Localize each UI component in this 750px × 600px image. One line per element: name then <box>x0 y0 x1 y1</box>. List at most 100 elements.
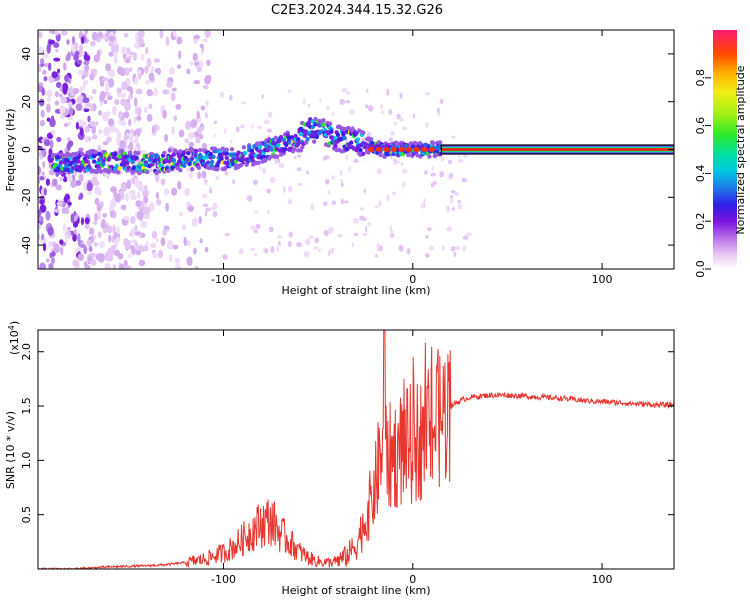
heatmap-cell <box>108 35 115 42</box>
heatmap-cell <box>276 245 280 253</box>
heatmap-cell <box>81 51 85 56</box>
heatmap-cell <box>458 154 461 159</box>
heatmap-cell <box>113 40 118 46</box>
heatmap-cell <box>193 61 200 66</box>
heatmap-cell <box>193 79 201 85</box>
heatmap-cell <box>124 242 131 250</box>
colorbar-tick-label: 0.6 <box>694 117 707 135</box>
heatmap-cell <box>430 182 434 189</box>
heatmap-cell <box>354 147 359 153</box>
heatmap-cell <box>97 31 103 38</box>
heatmap-cell <box>247 195 253 202</box>
x-tick-label: -100 <box>211 573 236 586</box>
heatmap-cell <box>38 232 41 241</box>
heatmap-cell <box>239 162 244 168</box>
heatmap-cell <box>154 172 160 183</box>
heatmap-cell <box>121 81 128 91</box>
snr-x-axis: -100 0 100 <box>211 330 613 586</box>
heatmap-cell <box>380 103 383 110</box>
heatmap-cell <box>424 170 428 175</box>
heatmap-cell <box>167 148 172 153</box>
heatmap-cell <box>266 128 272 133</box>
heatmap-cell <box>235 126 240 133</box>
heatmap-cell <box>91 31 98 41</box>
heatmap-cell <box>273 135 278 141</box>
heatmap-cell <box>157 67 161 76</box>
heatmap-cell <box>219 156 224 162</box>
heatmap-cell <box>376 168 383 175</box>
heatmap-cell <box>187 205 195 212</box>
heatmap-cell <box>353 158 359 163</box>
heatmap-cell <box>173 115 178 122</box>
heatmap-cell <box>40 57 45 65</box>
heatmap-cell <box>178 212 183 217</box>
heatmap-cell <box>115 169 121 175</box>
heatmap-cell <box>328 249 331 257</box>
heatmap-cell <box>51 257 55 264</box>
heatmap-cell <box>75 103 83 111</box>
heatmap-cell <box>95 121 99 126</box>
heatmap-cell <box>48 262 54 269</box>
heatmap-cell <box>97 144 102 154</box>
heatmap-cell <box>162 109 167 119</box>
heatmap-cell <box>430 172 437 177</box>
heatmap-cell <box>42 160 46 169</box>
heatmap-cell <box>215 175 220 180</box>
constant-line-core <box>441 148 674 151</box>
heatmap-cell <box>94 212 98 222</box>
heatmap-cell <box>41 87 45 96</box>
heatmap-cell <box>133 51 137 62</box>
heatmap-cell <box>327 121 333 126</box>
heatmap-cell <box>93 54 101 63</box>
heatmap-cell <box>124 102 131 111</box>
heatmap-cell <box>462 235 469 240</box>
heatmap-cell <box>269 147 274 152</box>
heatmap-cell <box>224 155 229 161</box>
heatmap-cell <box>143 206 151 215</box>
heatmap-cell <box>164 133 169 143</box>
heatmap-cell <box>198 216 202 225</box>
heatmap-cell <box>142 245 149 252</box>
heatmap-cell <box>157 249 164 259</box>
heatmap-cell <box>74 164 80 170</box>
heatmap-cell <box>117 154 122 159</box>
heatmap-cell <box>55 184 62 191</box>
heatmap-cell <box>67 77 72 84</box>
y-tick-label: 1.5 <box>20 397 33 415</box>
heatmap-cell <box>277 235 282 239</box>
heatmap-cell <box>124 111 130 118</box>
heatmap-cell <box>401 126 408 131</box>
heatmap-cell <box>135 88 143 95</box>
heatmap-cell <box>90 258 97 267</box>
heatmap-hotspot <box>421 147 428 152</box>
heatmap-cell <box>399 92 403 99</box>
heatmap-cell <box>457 158 464 163</box>
heatmap-cell <box>389 229 394 236</box>
heatmap-cell <box>133 129 141 138</box>
heatmap-cell <box>204 75 212 85</box>
heatmap-cell <box>243 150 248 156</box>
heatmap-cell <box>67 137 71 142</box>
heatmap-cell <box>466 232 473 236</box>
heatmap-cell <box>75 41 79 51</box>
heatmap-cell <box>292 147 297 152</box>
heatmap-cell <box>360 151 366 156</box>
heatmap-cell <box>75 213 79 220</box>
heatmap-cell <box>123 134 128 141</box>
heatmap-cell <box>144 65 149 74</box>
heatmap-cell <box>287 198 292 205</box>
spectrogram-panel: -100 0 100 -40 -20 0 20 40 Height of straight … <box>4 29 675 297</box>
heatmap-cell <box>302 98 306 105</box>
heatmap-cell <box>204 111 208 116</box>
heatmap-cell <box>124 67 130 76</box>
heatmap-cell <box>313 116 318 122</box>
heatmap-cell <box>128 94 134 100</box>
heatmap-cell <box>189 170 193 180</box>
heatmap-hotspot <box>368 147 375 152</box>
heatmap-cell <box>72 233 77 242</box>
heatmap-cell <box>140 220 147 228</box>
heatmap-cell <box>257 145 263 150</box>
heatmap-cell <box>72 259 80 267</box>
heatmap-cell <box>98 110 102 116</box>
heatmap-cell <box>38 222 41 231</box>
